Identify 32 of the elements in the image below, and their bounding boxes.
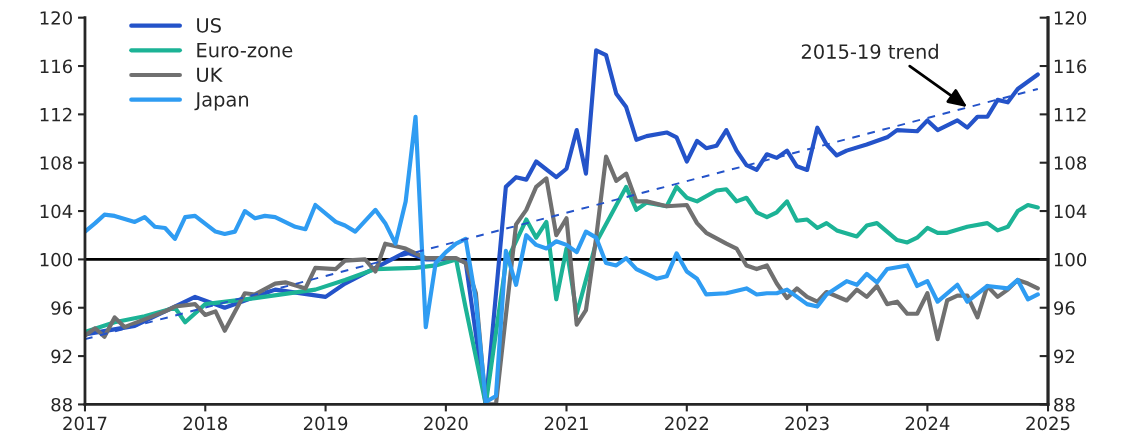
y-tick-label: 88 xyxy=(51,397,72,412)
y-tick-label: 96 xyxy=(51,301,73,315)
y-tick-label: 116 xyxy=(40,59,73,74)
y2-tick-label: 112 xyxy=(1054,107,1086,122)
y2-tick-label: 92 xyxy=(1054,349,1075,364)
x-tick-label: 2019 xyxy=(303,416,348,431)
y2-tick-label: 116 xyxy=(1054,59,1087,74)
y-tick-label: 120 xyxy=(40,11,72,25)
x-tick-label: 2022 xyxy=(665,416,708,431)
y2-tick-label: 108 xyxy=(1054,156,1087,170)
y2-tick-label: 120 xyxy=(1054,11,1087,25)
x-tick-label: 2024 xyxy=(905,416,950,431)
x-tick-label: 2023 xyxy=(785,416,829,431)
legend-label: Japan xyxy=(194,92,249,111)
legend-label: Euro-zone xyxy=(197,42,293,58)
y-tick-label: 104 xyxy=(40,204,73,219)
y-tick-label: 108 xyxy=(40,156,72,170)
x-tick-label: 2020 xyxy=(424,416,468,431)
y2-tick-label: 96 xyxy=(1054,301,1075,315)
y-tick-label: 92 xyxy=(51,349,72,364)
y-tick-label: 100 xyxy=(40,252,72,267)
y2-tick-label: 104 xyxy=(1054,204,1087,219)
x-tick-label: 2018 xyxy=(183,416,228,431)
y-tick-label: 112 xyxy=(40,107,72,122)
x-tick-label: 2025 xyxy=(1026,416,1070,431)
y2-tick-label: 100 xyxy=(1054,252,1087,267)
annotation: 2015-19 trend xyxy=(801,43,938,59)
y2-tick-label: 88 xyxy=(1054,397,1075,412)
x-tick-label: 2017 xyxy=(63,416,107,431)
legend-label: US xyxy=(197,18,221,33)
x-tick-label: 2021 xyxy=(544,416,588,431)
legend-label: UK xyxy=(197,67,223,83)
